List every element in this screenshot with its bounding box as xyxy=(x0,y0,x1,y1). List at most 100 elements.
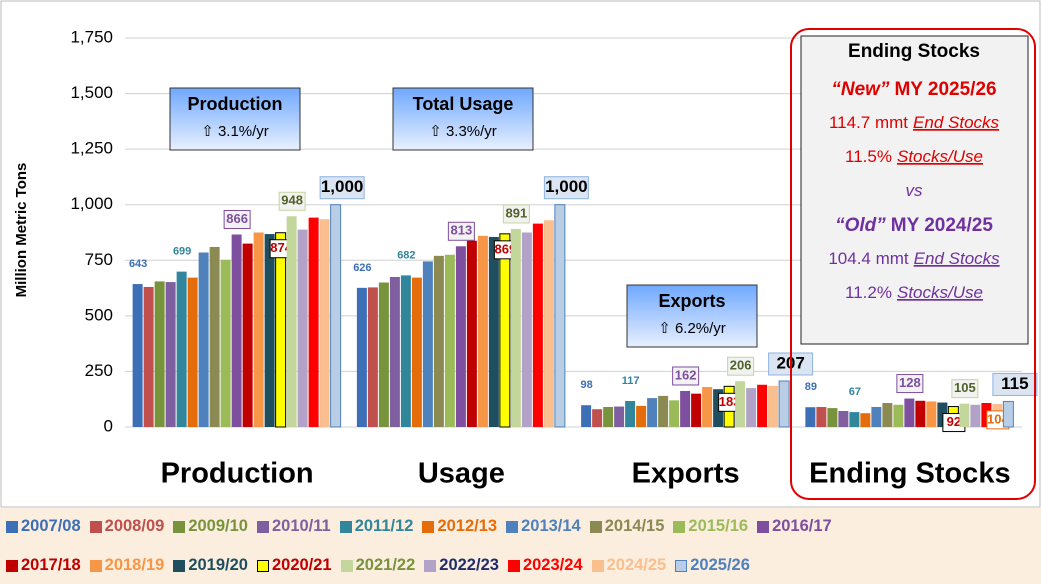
bar xyxy=(466,240,477,427)
legend-item: 2010/11 xyxy=(256,517,331,536)
legend-swatch xyxy=(507,559,520,572)
stocks-segment: MY 2025/26 xyxy=(894,79,996,100)
legend-label: 2020/21 xyxy=(271,556,332,574)
value-label-box xyxy=(727,356,755,376)
bar xyxy=(647,398,658,427)
bar xyxy=(444,254,455,427)
bar xyxy=(669,400,680,427)
value-label: 206 xyxy=(730,358,752,373)
legend-label: 2013/14 xyxy=(521,517,581,535)
stocks-segment: 11.2% xyxy=(845,283,892,302)
value-label: 891 xyxy=(506,205,528,220)
legend-label: 2010/11 xyxy=(271,517,331,535)
stocks-segment: “Old” xyxy=(835,215,886,236)
value-label-box xyxy=(951,379,979,399)
bar xyxy=(959,403,970,427)
bar xyxy=(488,236,499,427)
legend-swatch xyxy=(757,520,770,533)
bar xyxy=(187,277,198,427)
bar xyxy=(308,217,319,427)
bar xyxy=(165,282,176,427)
y-axis-label: Million Metric Tons xyxy=(13,163,30,298)
legend-item: 2025/26 xyxy=(675,556,750,575)
bar xyxy=(658,395,669,427)
x-tick-label: Exports xyxy=(632,458,740,490)
annotation-box xyxy=(392,87,534,151)
bar xyxy=(389,276,400,427)
stocks-box xyxy=(800,35,1029,345)
y-tick-label: 1,250 xyxy=(70,139,113,158)
annotation-title: Exports xyxy=(658,291,725,311)
bar xyxy=(893,404,904,427)
bar xyxy=(926,401,937,427)
bar xyxy=(231,234,242,427)
bar xyxy=(735,381,746,427)
bar xyxy=(915,400,926,427)
bar xyxy=(827,408,838,427)
legend-swatch xyxy=(422,520,435,533)
legend-swatch xyxy=(89,559,102,572)
value-label: 162 xyxy=(675,367,697,382)
bar xyxy=(286,216,297,427)
stocks-segment: End Stocks xyxy=(913,113,999,132)
annotation-text: ⇧ 3.1%/yr xyxy=(201,123,269,140)
bar xyxy=(805,407,816,427)
stocks-segment: Stocks/Use xyxy=(897,283,983,302)
value-label-box xyxy=(672,366,700,386)
bar xyxy=(614,406,625,427)
value-label: 115 xyxy=(1001,374,1028,393)
legend-label: 2018/19 xyxy=(104,556,165,574)
stocks-line: 114.7 mmt End Stocks xyxy=(829,113,1000,132)
y-tick-label: 250 xyxy=(85,361,113,380)
y-tick-label: 750 xyxy=(85,250,113,269)
value-label: 92 xyxy=(947,414,961,429)
legend-label: 2016/17 xyxy=(772,517,832,535)
bar xyxy=(176,271,187,427)
legend-swatch xyxy=(506,520,519,533)
bar xyxy=(275,232,287,428)
legend-item: 2018/19 xyxy=(89,556,165,575)
legend-swatch xyxy=(173,559,186,572)
bar xyxy=(411,277,422,427)
x-tick-label: Production xyxy=(161,458,314,490)
stocks-segment: “New” xyxy=(831,79,890,100)
value-label-box xyxy=(896,374,924,394)
value-label: 98 xyxy=(581,379,593,391)
highlight-frame xyxy=(790,28,1036,500)
legend-item: 2007/08 xyxy=(6,517,81,536)
legend-swatch xyxy=(339,520,352,533)
bar xyxy=(778,380,790,428)
bar xyxy=(477,235,488,427)
y-tick-label: 1,500 xyxy=(70,83,113,102)
bar xyxy=(603,406,614,427)
stocks-segment: 114.7 mmt xyxy=(829,113,908,132)
bar xyxy=(592,409,603,427)
bar xyxy=(356,287,367,427)
legend-swatch xyxy=(6,520,18,533)
legend-label: 2009/10 xyxy=(188,517,248,535)
value-label-box xyxy=(319,176,365,200)
bar xyxy=(297,229,308,427)
stocks-segment: End Stocks xyxy=(914,249,1000,268)
legend-item: 2021/22 xyxy=(340,556,416,575)
value-label-box xyxy=(447,221,475,241)
legend-label: 2021/22 xyxy=(355,556,416,574)
bar xyxy=(757,384,768,427)
value-label: 183 xyxy=(719,394,741,409)
stocks-line: 104.4 mmt End Stocks xyxy=(828,249,1000,268)
stocks-line: 11.2% Stocks/Use xyxy=(845,283,983,302)
value-label-box xyxy=(223,210,251,230)
bar xyxy=(499,233,511,428)
value-label: 948 xyxy=(281,193,303,208)
stocks-segment: Stocks/Use xyxy=(897,147,983,166)
bar xyxy=(367,287,378,427)
stocks-line: “New” MY 2025/26 xyxy=(831,79,996,100)
legend-item: 2011/12 xyxy=(339,517,413,536)
bar xyxy=(904,398,915,427)
value-label-box xyxy=(278,191,306,211)
legend-label: 2017/18 xyxy=(21,556,81,574)
x-tick-label: Usage xyxy=(418,458,505,490)
stocks-title: Ending Stocks xyxy=(848,41,980,62)
bar xyxy=(143,286,154,427)
